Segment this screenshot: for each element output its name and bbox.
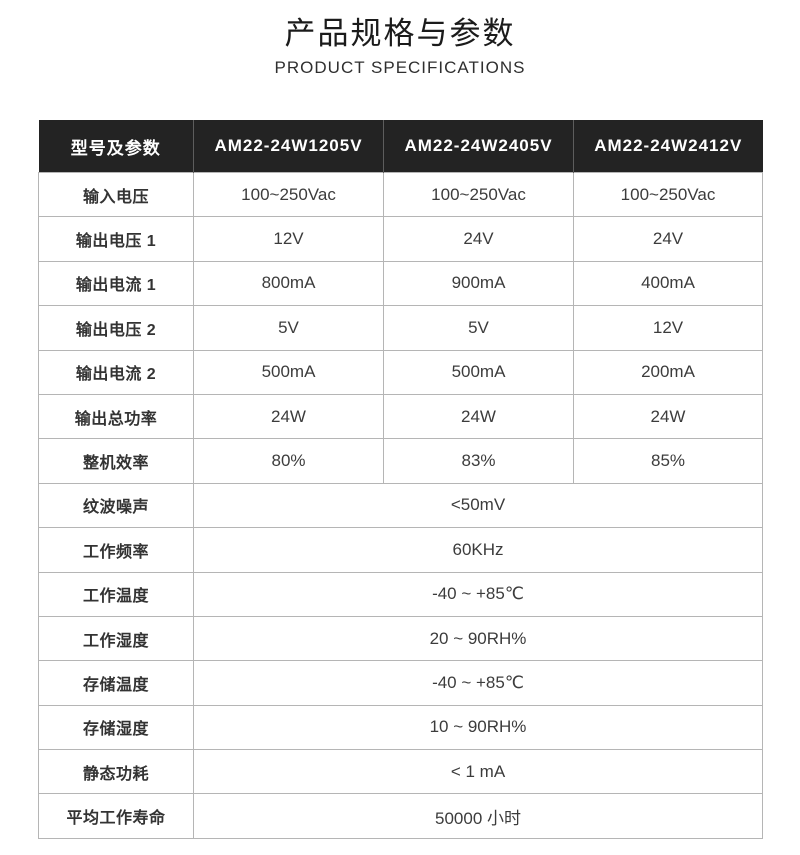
row-label: 存储温度 [38, 660, 194, 706]
row-value: 500mA [193, 349, 384, 395]
table-row-output-current-2: 输出电流 2 500mA 500mA 200mA [38, 349, 763, 395]
header-cell-model-1: AM22-24W1205V [193, 120, 384, 173]
row-value: 900mA [383, 260, 574, 307]
table-header-row: 型号及参数 AM22-24W1205V AM22-24W2405V AM22-2… [38, 120, 763, 173]
row-value-span: -40 ~ +85℃ [193, 571, 763, 617]
table-row-operating-frequency: 工作频率 60KHz [38, 527, 763, 573]
row-label: 工作湿度 [38, 615, 194, 662]
table-row-storage-temperature: 存储温度 -40 ~ +85℃ [38, 660, 763, 706]
row-label: 输出电流 2 [38, 349, 194, 395]
row-label: 输入电压 [38, 171, 194, 218]
table-row-quiescent-consumption: 静态功耗 < 1 mA [38, 749, 763, 795]
row-value: 83% [383, 438, 574, 484]
row-value-span: < 1 mA [193, 749, 763, 795]
row-value: 800mA [193, 260, 384, 307]
row-value-span: 20 ~ 90RH% [193, 615, 763, 662]
row-label: 工作频率 [38, 527, 194, 573]
row-label: 静态功耗 [38, 749, 194, 795]
row-value-span: <50mV [193, 482, 763, 529]
row-value: 24W [383, 393, 574, 440]
row-label: 平均工作寿命 [38, 793, 194, 839]
table-row-output-voltage-2: 输出电压 2 5V 5V 12V [38, 305, 763, 351]
page-subtitle: PRODUCT SPECIFICATIONS [274, 58, 526, 77]
row-value: 100~250Vac [193, 171, 384, 218]
table-row-total-power: 输出总功率 24W 24W 24W [38, 393, 763, 440]
table-row-ripple-noise: 纹波噪声 <50mV [38, 482, 763, 529]
row-value: 200mA [573, 349, 763, 395]
row-label: 输出电压 2 [38, 305, 194, 351]
table-row-operating-humidity: 工作湿度 20 ~ 90RH% [38, 615, 763, 662]
row-value-span: -40 ~ +85℃ [193, 660, 763, 706]
row-label: 输出电流 1 [38, 260, 194, 307]
row-value: 100~250Vac [573, 171, 763, 218]
row-value: 85% [573, 438, 763, 484]
table-row-operating-temperature: 工作温度 -40 ~ +85℃ [38, 571, 763, 617]
row-value: 80% [193, 438, 384, 484]
page-title: 产品规格与参数 [284, 16, 516, 51]
table-row-output-current-1: 输出电流 1 800mA 900mA 400mA [38, 260, 763, 307]
header-cell-model-2: AM22-24W2405V [383, 120, 574, 173]
header-cell-param: 型号及参数 [38, 120, 194, 173]
row-value: 100~250Vac [383, 171, 574, 218]
row-value: 12V [193, 216, 384, 262]
row-value: 5V [193, 305, 384, 351]
table-row-storage-humidity: 存储湿度 10 ~ 90RH% [38, 704, 763, 751]
row-value: 12V [573, 305, 763, 351]
header-cell-model-3: AM22-24W2412V [573, 120, 763, 173]
row-label: 纹波噪声 [38, 482, 194, 529]
row-value-span: 50000 小时 [193, 793, 763, 839]
row-value-span: 10 ~ 90RH% [193, 704, 763, 751]
table-row-average-lifespan: 平均工作寿命 50000 小时 [38, 793, 763, 839]
row-value: 5V [383, 305, 574, 351]
table-row-output-voltage-1: 输出电压 1 12V 24V 24V [38, 216, 763, 262]
row-value: 500mA [383, 349, 574, 395]
row-value: 24W [193, 393, 384, 440]
spec-table: 型号及参数 AM22-24W1205V AM22-24W2405V AM22-2… [38, 120, 763, 839]
row-value: 24W [573, 393, 763, 440]
table-row-input-voltage: 输入电压 100~250Vac 100~250Vac 100~250Vac [38, 171, 763, 218]
row-label: 存储湿度 [38, 704, 194, 751]
row-value: 24V [573, 216, 763, 262]
row-label: 整机效率 [38, 438, 194, 484]
row-label: 工作温度 [38, 571, 194, 617]
row-value: 24V [383, 216, 574, 262]
table-row-efficiency: 整机效率 80% 83% 85% [38, 438, 763, 484]
row-value-span: 60KHz [193, 527, 763, 573]
row-label: 输出电压 1 [38, 216, 194, 262]
row-value: 400mA [573, 260, 763, 307]
row-label: 输出总功率 [38, 393, 194, 440]
